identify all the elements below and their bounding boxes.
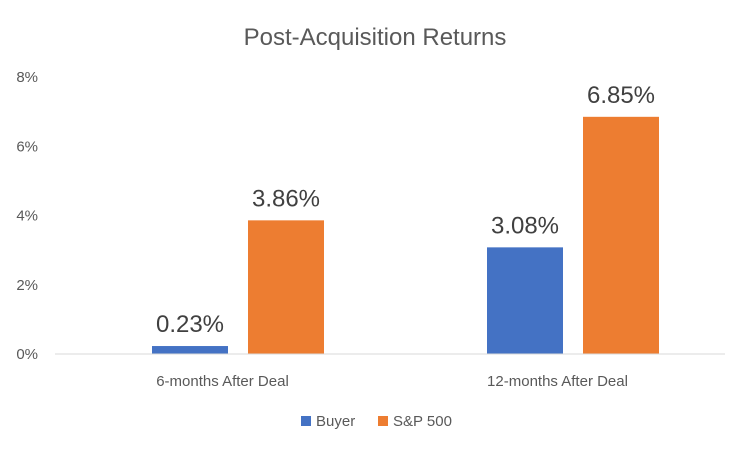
legend: Buyer S&P 500 xyxy=(301,413,452,430)
y-tick-label: 4% xyxy=(16,208,38,225)
bars-group xyxy=(152,116,659,354)
data-label: 3.08% xyxy=(491,212,559,239)
x-category-label: 6-months After Deal xyxy=(156,373,289,390)
data-label: 6.85% xyxy=(587,82,655,109)
x-category-label: 12-months After Deal xyxy=(487,373,628,390)
data-labels-group: 0.23% 3.86% 3.08% 6.85% xyxy=(156,82,655,338)
y-tick-label: 2% xyxy=(16,277,38,294)
legend-swatch xyxy=(378,416,388,426)
legend-swatch xyxy=(301,416,311,426)
y-tick-label: 8% xyxy=(16,69,38,86)
chart-title: Post-Acquisition Returns xyxy=(244,24,507,51)
bar-buyer xyxy=(152,346,228,354)
data-label: 3.86% xyxy=(252,185,320,212)
legend-label: S&P 500 xyxy=(393,413,452,430)
legend-label: Buyer xyxy=(316,413,355,430)
y-tick-label: 6% xyxy=(16,138,38,155)
x-axis: 6-months After Deal 12-months After Deal xyxy=(55,353,725,390)
bar-sp500 xyxy=(583,116,659,354)
data-label: 0.23% xyxy=(156,311,224,338)
y-tick-label: 0% xyxy=(16,346,38,363)
y-axis: 0% 2% 4% 6% 8% xyxy=(16,69,38,363)
bar-sp500 xyxy=(248,220,324,354)
bar-buyer xyxy=(487,247,563,354)
